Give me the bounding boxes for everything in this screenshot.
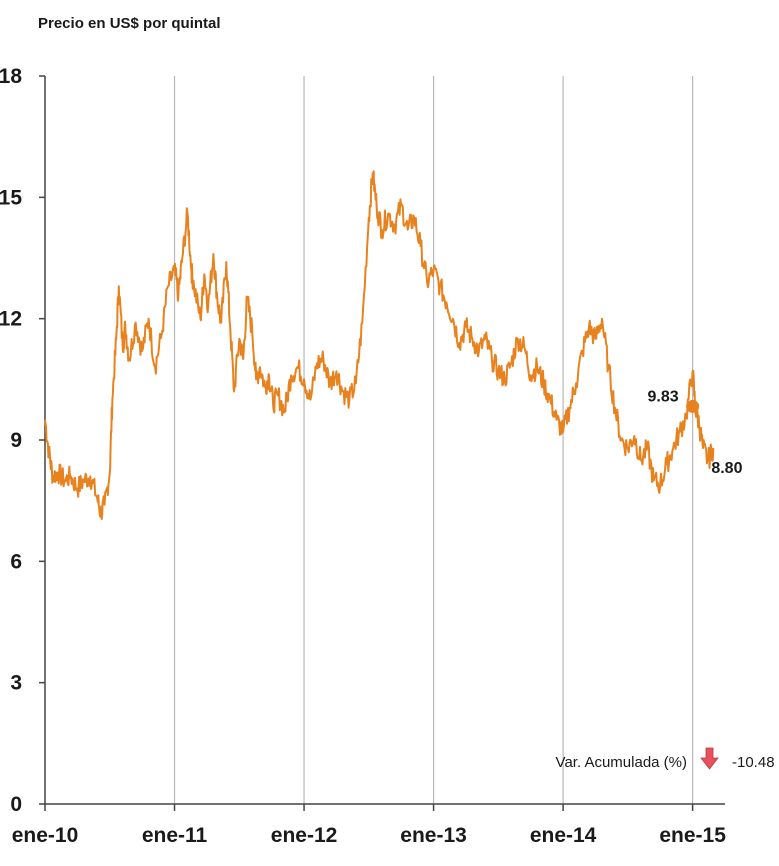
y-tick-label: 9 (10, 429, 22, 452)
x-tick-label: ene-13 (400, 824, 467, 847)
x-tick-label: ene-14 (530, 824, 597, 847)
series-line-0 (44, 170, 715, 520)
y-axis-label: Precio en US$ por quintal (38, 15, 221, 32)
down-arrow-icon (700, 747, 719, 770)
x-tick-labels: ene-10 ene-11 ene-12 ene-13 ene-14 ene-15 (12, 804, 726, 847)
y-tick-label: 6 (10, 550, 22, 573)
y-tick-label: 18 (0, 65, 22, 88)
vertical-gridlines (173, 76, 694, 804)
last-price-marker (686, 399, 700, 413)
y-tick-label: 0 (10, 793, 22, 816)
y-tick-label: 3 (10, 672, 22, 695)
var-acumulada-value: -10.48 (732, 754, 775, 771)
y-tick-labels: 0 3 6 9 12 15 18 (0, 65, 45, 816)
var-acumulada-footnote: Var. Acumulada (%) -10.48 (556, 747, 775, 771)
annotation-label: 8.80 (711, 460, 742, 477)
x-tick-label: ene-12 (271, 824, 338, 847)
var-acumulada-label: Var. Acumulada (%) (556, 754, 687, 771)
annotation-label: 9.83 (647, 388, 678, 405)
y-tick-label: 15 (0, 186, 22, 209)
x-tick-label: ene-10 (12, 824, 79, 847)
series-group (44, 170, 715, 520)
annotations: 9.83 8.80 (647, 388, 742, 477)
x-tick-label: ene-11 (142, 824, 208, 847)
y-tick-label: 12 (0, 308, 22, 331)
x-tick-label: ene-15 (659, 824, 726, 847)
